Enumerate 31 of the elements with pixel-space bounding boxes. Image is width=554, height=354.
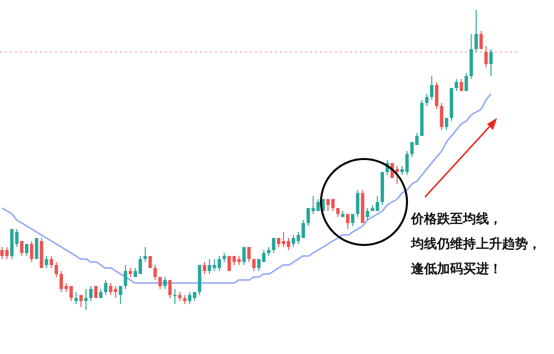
candlestick [153, 264, 157, 280]
candlestick [479, 30, 483, 50]
candlestick [430, 76, 434, 100]
candlestick [346, 214, 350, 230]
candlestick [144, 246, 147, 262]
candlestick [168, 280, 172, 298]
candlestick [89, 286, 93, 302]
candlestick [30, 240, 34, 262]
candlestick [350, 214, 354, 226]
candlestick [173, 288, 177, 304]
candlestick [34, 238, 38, 259]
candlestick [50, 256, 54, 268]
candlestick [434, 82, 438, 110]
candlestick [104, 280, 108, 296]
candlestick [440, 102, 444, 130]
annotation: 价格跌至均线， [410, 212, 502, 227]
candlestick [20, 240, 24, 256]
candlestick [272, 238, 276, 254]
candlestick [425, 94, 428, 106]
candlestick [74, 292, 78, 304]
candlestick [24, 244, 28, 256]
candlestick [54, 262, 58, 278]
candlestick [356, 190, 360, 218]
candlestick [464, 72, 468, 92]
candlestick [454, 78, 458, 92]
candlestick [484, 46, 488, 68]
annotation: 逢低加码买进！ [410, 262, 502, 277]
candlestick [252, 258, 256, 272]
candlestick [474, 10, 478, 52]
annotation: 均线仍维持上升趋势， [410, 236, 541, 252]
candlestick [158, 276, 162, 290]
